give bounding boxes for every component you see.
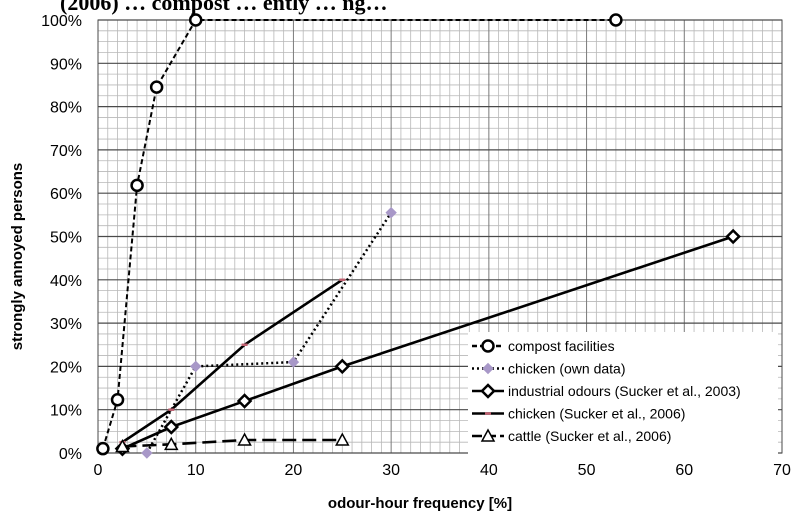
series-2 [114, 228, 741, 457]
x-tick-label: 60 [675, 462, 693, 479]
legend-label: chicken (Sucker et al., 2006) [508, 406, 685, 422]
point-marker [335, 432, 350, 446]
x-tick-label: 20 [285, 462, 303, 479]
point-marker [190, 360, 202, 373]
point-marker [481, 339, 495, 353]
x-tick-label: 50 [578, 462, 596, 479]
point-marker [188, 13, 203, 27]
point-marker [385, 206, 397, 219]
legend-entry: chicken (Sucker et al., 2006) [472, 406, 685, 422]
point-marker [237, 432, 252, 446]
legend-label: cattle (Sucker et al., 2006) [508, 428, 671, 444]
x-tick-label: 70 [773, 462, 791, 479]
point-marker [149, 80, 164, 94]
legend: compost facilities chicken (own data) indu… [468, 332, 778, 454]
point-marker [163, 419, 180, 435]
point-marker [609, 13, 623, 27]
x-tick-label: 30 [382, 462, 400, 479]
legend-entry: cattle (Sucker et al., 2006) [472, 428, 671, 444]
x-tick-label: 10 [187, 462, 205, 479]
point-marker [130, 178, 144, 193]
y-tick-label: 50% [50, 230, 82, 247]
point-marker [334, 358, 351, 375]
y-tick-label: 30% [50, 316, 82, 333]
series-line [121, 278, 344, 444]
y-tick-label: 90% [50, 56, 82, 73]
point-marker [480, 383, 496, 399]
y-tick-label: 100% [41, 13, 82, 30]
y-tick-label: 10% [50, 403, 82, 420]
point-marker [115, 438, 130, 453]
legend-label: industrial odours (Sucker et al., 2003) [508, 383, 741, 399]
y-tick-label: 0% [59, 446, 82, 463]
x-axis-title: odour-hour frequency [%] [328, 495, 512, 512]
point-marker [287, 356, 300, 368]
legend-label: compost facilities [508, 338, 615, 354]
y-tick-label: 20% [50, 359, 82, 376]
series-3 [119, 278, 346, 444]
legend-entry: chicken (own data) [472, 361, 626, 377]
point-marker [164, 436, 179, 451]
series-1 [141, 206, 397, 459]
point-marker [480, 428, 496, 442]
x-tick-label: 40 [480, 462, 498, 479]
x-tick-label: 0 [94, 462, 103, 479]
y-tick-label: 60% [50, 186, 82, 203]
series-0 [96, 13, 623, 456]
series-4 [115, 432, 350, 453]
series-line [122, 438, 343, 448]
y-tick-label: 40% [50, 273, 82, 290]
legend-background [468, 332, 778, 454]
series-line [145, 212, 393, 454]
point-marker [141, 447, 153, 459]
point-marker [482, 362, 494, 375]
point-marker [110, 392, 125, 407]
series-layer [96, 13, 741, 459]
point-marker [236, 393, 253, 409]
legend-label: chicken (own data) [508, 361, 626, 377]
point-marker [96, 441, 110, 456]
y-axis-title: strongly annoyed persons [9, 163, 26, 351]
legend-entry: industrial odours (Sucker et al., 2003) [472, 383, 741, 399]
y-tick-label: 70% [50, 143, 82, 160]
legend-entry: compost facilities [472, 338, 615, 354]
point-marker [725, 228, 741, 245]
clipped-title: (2006) … compost … ently … ng… [60, 0, 388, 15]
tick-labels: 0 10 20 30 40 50 60 70 0% 10% 20% 30% 40% 50% 60% 70% 80… [41, 13, 791, 479]
y-tick-label: 80% [50, 100, 82, 117]
series-line [101, 19, 616, 449]
